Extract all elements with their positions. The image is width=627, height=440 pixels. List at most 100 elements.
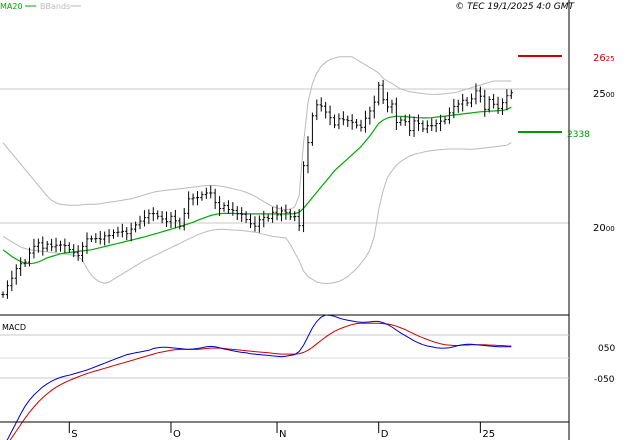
price-bar (213, 188, 217, 210)
resistance-label: 2625 (593, 53, 615, 64)
price-bar (306, 136, 310, 174)
ma-value-label: 2338 (567, 130, 590, 140)
price-bar (350, 114, 354, 130)
price-bar (363, 110, 368, 133)
price-bar (434, 119, 438, 133)
month-label: N (279, 429, 286, 440)
price-bar (129, 222, 133, 242)
bband-upper (2, 56, 512, 211)
macd-panel: MACD 050 -050 (0, 314, 615, 440)
price-bar (500, 98, 505, 115)
price-bar (103, 231, 107, 246)
price-bar (496, 96, 500, 114)
price-tick-2000: 2000 (593, 223, 615, 234)
macd-title: MACD (2, 323, 26, 332)
month-label: D (381, 429, 389, 440)
legend: MA20 BBands (0, 2, 81, 11)
price-bar (421, 120, 425, 133)
price-bar (169, 212, 173, 229)
price-bar (240, 207, 244, 222)
macd-tick-50: 050 (598, 344, 615, 354)
price-bar (253, 216, 257, 232)
price-bar (151, 207, 155, 222)
price-bar (41, 236, 45, 256)
price-bar (408, 114, 412, 136)
price-bar (315, 99, 319, 121)
price-bar (76, 245, 80, 261)
price-bar (328, 105, 332, 126)
macd-tick-neg50: -050 (594, 375, 615, 385)
month-label: S (71, 429, 77, 440)
price-bar (509, 89, 513, 99)
bband-lower (2, 142, 512, 285)
price-bar (416, 114, 421, 132)
price-bar (222, 202, 226, 212)
price-bar (297, 209, 301, 232)
price-bar (487, 96, 491, 113)
price-bar (505, 89, 509, 111)
price-bar (217, 196, 222, 217)
price-bar (469, 93, 474, 108)
price-bar (10, 270, 14, 292)
price-bar (1, 291, 5, 298)
price-bar (257, 215, 261, 233)
price-bar (368, 106, 372, 125)
price-bar (164, 211, 169, 228)
price-bar (425, 120, 429, 134)
price-bar (266, 214, 270, 222)
price-bar (138, 215, 142, 230)
price-bar (412, 116, 416, 137)
price-bar (337, 113, 341, 130)
price-bar (14, 264, 18, 285)
price-bar (447, 107, 452, 124)
price-bar (63, 238, 67, 254)
resistance-marker: 2625 (518, 53, 615, 64)
price-bar (226, 200, 231, 214)
price-bar (58, 240, 63, 252)
price-bar (346, 115, 350, 128)
price-bar (332, 114, 337, 129)
price-bar (187, 191, 191, 219)
price-bar (275, 204, 279, 221)
price-bar (94, 233, 98, 244)
price-bar (478, 86, 482, 103)
price-bar (359, 119, 363, 132)
price-bar (474, 83, 478, 105)
price-bar (394, 97, 398, 131)
price-bar (288, 209, 292, 221)
price-bar (80, 242, 85, 262)
price-bar (381, 79, 385, 105)
price-bar (483, 89, 487, 117)
price-bar (372, 95, 376, 119)
price-bar (204, 187, 208, 199)
price-bar (72, 244, 76, 258)
price-bar (284, 204, 288, 220)
price-plot (1, 56, 513, 299)
price-bar (235, 206, 239, 221)
price-bar (385, 92, 390, 113)
price-bar (248, 214, 253, 229)
price-bar (430, 118, 434, 132)
price-bar (89, 235, 93, 243)
price-bar (271, 206, 275, 223)
price-bar (443, 116, 447, 125)
price-bar (54, 237, 58, 253)
price-bar (200, 191, 204, 201)
ma-value-marker: 2338 (518, 130, 590, 140)
price-bar (492, 94, 496, 109)
price-bar (324, 101, 328, 119)
legend-ma20: MA20 (0, 2, 23, 11)
price-bar (36, 238, 40, 253)
price-bar (32, 238, 36, 259)
price-panel (0, 0, 570, 440)
price-bar (355, 119, 359, 129)
price-bar (377, 82, 381, 106)
price-bar (262, 210, 266, 228)
price-bar (465, 97, 469, 107)
month-label: 25 (482, 429, 495, 440)
macd-signal-line (9, 322, 512, 440)
price-bar (438, 114, 443, 132)
price-bar (231, 202, 235, 216)
price-bar (209, 185, 213, 199)
price-bar (142, 210, 147, 227)
